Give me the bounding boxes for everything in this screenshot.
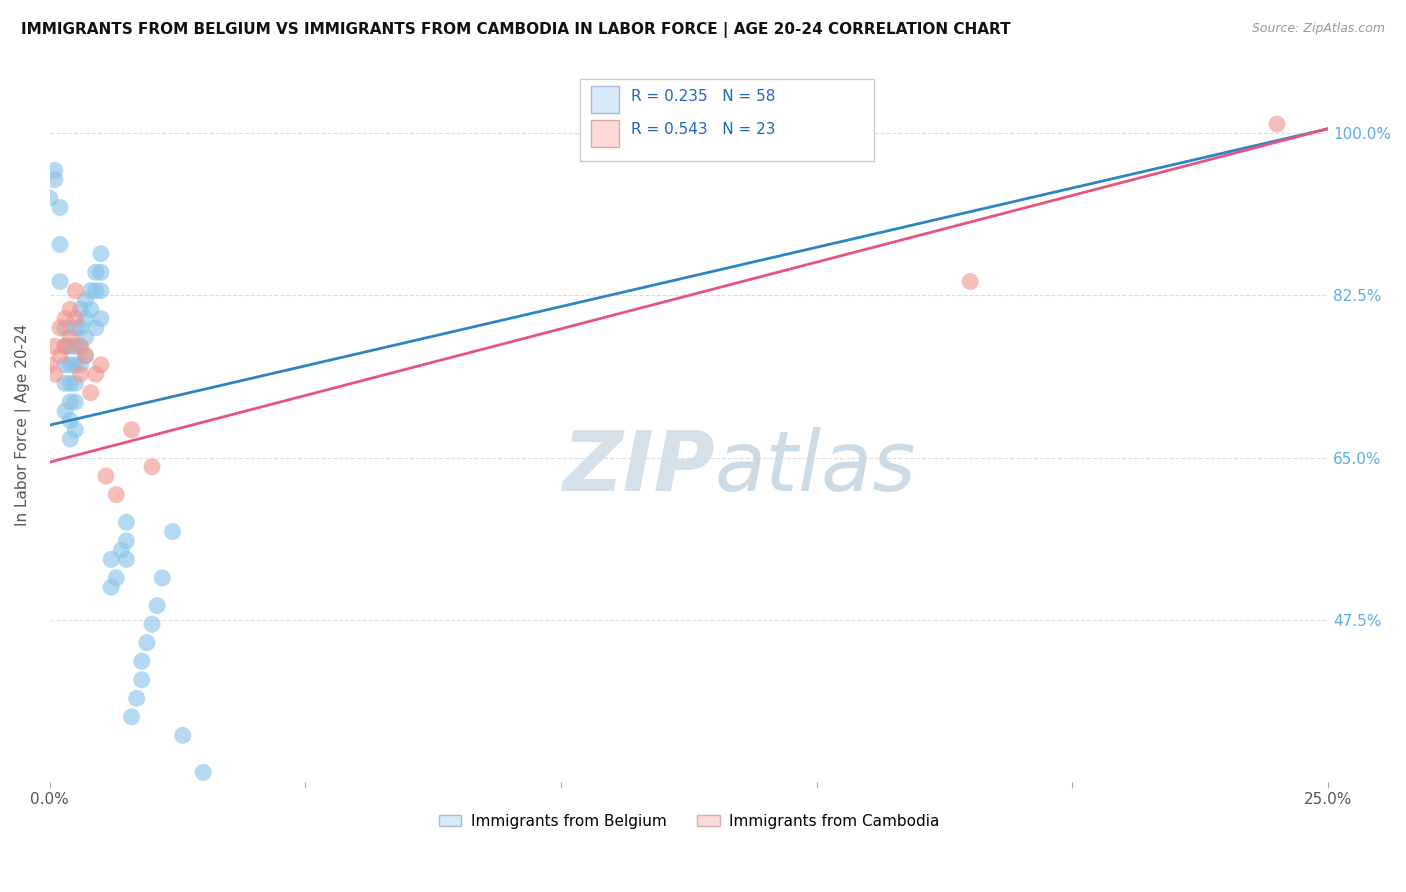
Point bbox=[53, 339, 76, 353]
Point bbox=[38, 358, 60, 372]
Point bbox=[191, 765, 214, 780]
Point bbox=[84, 321, 107, 335]
Text: IMMIGRANTS FROM BELGIUM VS IMMIGRANTS FROM CAMBODIA IN LABOR FORCE | AGE 20-24 C: IMMIGRANTS FROM BELGIUM VS IMMIGRANTS FR… bbox=[21, 22, 1011, 38]
Point bbox=[121, 710, 143, 724]
Point bbox=[44, 163, 66, 178]
Point bbox=[135, 636, 157, 650]
Point bbox=[69, 358, 91, 372]
Point bbox=[146, 599, 169, 613]
Point bbox=[90, 246, 112, 260]
Point bbox=[59, 330, 82, 344]
Point bbox=[49, 349, 72, 363]
Point bbox=[115, 533, 138, 548]
Point bbox=[150, 571, 173, 585]
Point bbox=[53, 358, 76, 372]
Point bbox=[79, 385, 101, 400]
Point bbox=[59, 413, 82, 427]
Point bbox=[38, 191, 60, 205]
Point bbox=[79, 302, 101, 317]
Legend: Immigrants from Belgium, Immigrants from Cambodia: Immigrants from Belgium, Immigrants from… bbox=[433, 807, 945, 835]
Point bbox=[141, 617, 163, 632]
Point bbox=[59, 339, 82, 353]
Point bbox=[115, 552, 138, 566]
Point bbox=[90, 311, 112, 326]
Point bbox=[100, 552, 122, 566]
Point bbox=[49, 237, 72, 252]
Point bbox=[162, 524, 184, 539]
Point bbox=[53, 404, 76, 418]
Point bbox=[53, 311, 76, 326]
Point bbox=[44, 172, 66, 186]
Point bbox=[44, 367, 66, 381]
Point bbox=[110, 543, 132, 558]
Point bbox=[65, 423, 87, 437]
Point bbox=[75, 349, 97, 363]
Point bbox=[53, 321, 76, 335]
Point bbox=[959, 275, 981, 289]
Point bbox=[59, 376, 82, 391]
Point bbox=[65, 376, 87, 391]
Point bbox=[49, 201, 72, 215]
Point bbox=[75, 330, 97, 344]
Point bbox=[53, 339, 76, 353]
Text: ZIP: ZIP bbox=[562, 427, 714, 508]
Point bbox=[105, 487, 128, 501]
Point bbox=[44, 339, 66, 353]
Point bbox=[121, 423, 143, 437]
Point bbox=[69, 339, 91, 353]
Point bbox=[75, 349, 97, 363]
Y-axis label: In Labor Force | Age 20-24: In Labor Force | Age 20-24 bbox=[15, 324, 31, 526]
Point bbox=[84, 265, 107, 279]
Point bbox=[49, 275, 72, 289]
Point bbox=[75, 311, 97, 326]
FancyBboxPatch shape bbox=[591, 120, 619, 147]
Point bbox=[125, 691, 148, 706]
Point bbox=[59, 302, 82, 317]
Text: R = 0.543   N = 23: R = 0.543 N = 23 bbox=[631, 122, 776, 137]
Point bbox=[59, 432, 82, 446]
FancyBboxPatch shape bbox=[591, 87, 619, 113]
Point bbox=[105, 571, 128, 585]
Point bbox=[90, 284, 112, 298]
Point bbox=[65, 311, 87, 326]
Point bbox=[131, 654, 153, 668]
Point bbox=[79, 284, 101, 298]
Point bbox=[100, 580, 122, 594]
Point bbox=[65, 284, 87, 298]
Point bbox=[65, 395, 87, 409]
Point bbox=[69, 367, 91, 381]
Point bbox=[49, 321, 72, 335]
Point bbox=[90, 358, 112, 372]
Point bbox=[131, 673, 153, 687]
Text: Source: ZipAtlas.com: Source: ZipAtlas.com bbox=[1251, 22, 1385, 36]
Text: R = 0.235   N = 58: R = 0.235 N = 58 bbox=[631, 89, 776, 103]
Point bbox=[90, 265, 112, 279]
Point bbox=[65, 358, 87, 372]
Point bbox=[141, 459, 163, 474]
Point bbox=[172, 728, 194, 742]
Text: atlas: atlas bbox=[714, 427, 917, 508]
Point bbox=[65, 339, 87, 353]
Point bbox=[59, 358, 82, 372]
Point bbox=[69, 339, 91, 353]
Point bbox=[84, 284, 107, 298]
Point bbox=[84, 367, 107, 381]
Point bbox=[75, 293, 97, 307]
Point bbox=[69, 321, 91, 335]
Point bbox=[1265, 117, 1288, 131]
Point bbox=[69, 302, 91, 317]
Point bbox=[65, 321, 87, 335]
Point bbox=[53, 376, 76, 391]
Point bbox=[94, 469, 117, 483]
Point bbox=[115, 516, 138, 530]
FancyBboxPatch shape bbox=[581, 79, 875, 161]
Point bbox=[59, 395, 82, 409]
